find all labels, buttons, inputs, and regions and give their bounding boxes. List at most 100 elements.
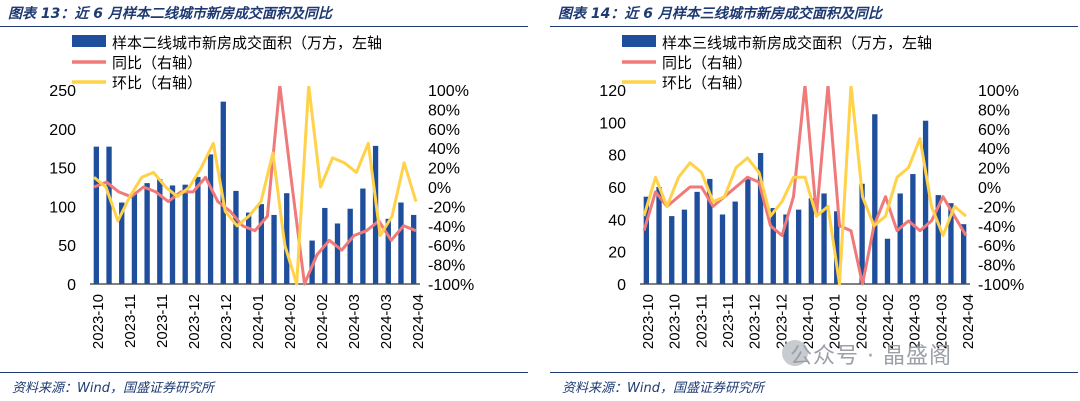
- y-left-tick-label: 0: [67, 277, 76, 294]
- source-note: 资料来源：Wind，国盛证券研究所: [12, 381, 214, 396]
- bar: [681, 209, 688, 284]
- bar: [233, 190, 239, 284]
- mom-line: [93, 86, 418, 286]
- y-right-tick-label: -100%: [428, 277, 474, 294]
- x-tick-label: 2024-03: [378, 294, 395, 349]
- y-right-tick-label: 0%: [428, 180, 451, 197]
- bar: [821, 193, 827, 284]
- y-right-tick-label: 80%: [978, 102, 1010, 119]
- y-left-tick-label: 20: [608, 245, 626, 262]
- y-right-tick-label: 20%: [978, 161, 1010, 178]
- y-right-tick-label: 60%: [978, 122, 1010, 139]
- bar: [897, 193, 903, 284]
- bar: [884, 238, 891, 284]
- y-right-tick-label: -100%: [978, 277, 1024, 294]
- y-left-tick-label: 120: [599, 83, 626, 100]
- x-tick-label: 2024-02: [880, 294, 897, 349]
- x-tick-label: 2024-02: [282, 294, 299, 349]
- chart-panel-left: 图表 13：近 6 月样本二线城市新房成交面积及同比 0 50 100 150 200 2…: [0, 0, 530, 401]
- x-tick-label: 2023-12: [747, 294, 764, 349]
- y-right-tick-label: -40%: [978, 219, 1015, 236]
- y-right-tick-label: 60%: [428, 122, 460, 139]
- legend-label: 同比（右轴）: [662, 54, 752, 72]
- x-tick-label: 2024-04: [410, 294, 427, 349]
- x-tick-label: 2023-12: [773, 294, 790, 349]
- x-tick-label: 2024-01: [800, 294, 817, 349]
- x-tick-label: 2023-12: [218, 294, 235, 349]
- y-right-tick-label: 20%: [428, 161, 460, 178]
- y-right-tick-label: 100%: [428, 83, 469, 100]
- bar: [656, 187, 662, 284]
- x-tick-label: 2024-03: [907, 294, 924, 349]
- watermark: 公众号 · 晶盛阁: [790, 344, 952, 369]
- legend-label: 样本二线城市新房成交面积（万方，左轴: [112, 34, 382, 52]
- bar: [169, 185, 176, 284]
- bar: [935, 195, 941, 284]
- bar: [157, 179, 163, 284]
- x-tick-label: 2023-11: [720, 294, 737, 348]
- bar: [859, 183, 865, 284]
- y-left-tick-label: 250: [49, 83, 76, 100]
- yoy-line: [93, 86, 417, 286]
- y-right-tick-label: -60%: [978, 238, 1015, 255]
- bar: [119, 202, 125, 284]
- bar: [795, 209, 802, 284]
- bar: [131, 193, 138, 284]
- y-right-tick-label: -80%: [978, 258, 1015, 275]
- bar: [707, 178, 713, 284]
- x-tick-label: 2024-02: [853, 294, 870, 349]
- legend-label: 同比（右轴）: [112, 54, 202, 72]
- bar: [948, 203, 954, 284]
- chart-left: 0 50 100 150 200 250 -100% -80% -60% -40% -20% 0% 20…: [49, 34, 474, 349]
- title-rule: [0, 26, 528, 27]
- bar: [144, 183, 150, 284]
- bar: [834, 211, 840, 284]
- bar: [245, 212, 252, 284]
- bar: [385, 218, 391, 284]
- x-tick-label: 2024-01: [250, 294, 267, 349]
- y-left-tick-label: 100: [49, 199, 76, 216]
- y-right-tick-label: -60%: [428, 238, 465, 255]
- bar: [643, 196, 650, 284]
- bar: [770, 208, 776, 284]
- bar: [398, 202, 404, 284]
- bar: [334, 223, 341, 284]
- y-right-tick-label: -80%: [428, 258, 465, 275]
- bar: [808, 198, 815, 284]
- y-right-tick-label: -20%: [978, 199, 1015, 216]
- bar: [669, 216, 675, 284]
- chart-panel-right: 图表 14：近 6 月样本三线城市新房成交面积及同比 0 20 40 60 80 100 1…: [550, 0, 1080, 401]
- x-tick-label: 2024-04: [960, 294, 977, 349]
- y-right-tick-label: 40%: [978, 141, 1010, 158]
- y-right-tick-label: 0%: [978, 180, 1001, 197]
- x-tick-label: 2023-11: [693, 294, 710, 348]
- bar: [309, 240, 315, 284]
- bar: [258, 204, 265, 284]
- source-rule: [550, 372, 1078, 373]
- bar: [719, 214, 726, 284]
- y-right-tick-label: 80%: [428, 102, 460, 119]
- bar: [195, 176, 201, 284]
- bar: [694, 191, 700, 284]
- chart-right: 0 20 40 60 80 100 120 -100% -80% -60% -40% -20% 0% 20…: [599, 34, 1024, 349]
- bar: [783, 214, 789, 284]
- y-left-tick-label: 40: [608, 212, 626, 229]
- legend-label: 样本三线城市新房成交面积（万方，左轴: [662, 34, 932, 52]
- x-tick-label: 2024-03: [346, 294, 363, 349]
- bar: [182, 184, 188, 284]
- x-tick-label: 2023-11: [122, 294, 139, 348]
- source-note: 资料来源：Wind，国盛证券研究所: [562, 381, 764, 396]
- y-right-tick-label: -20%: [428, 199, 465, 216]
- legend-swatch-bar: [72, 35, 106, 47]
- y-left-tick-label: 0: [617, 277, 626, 294]
- mom-line: [642, 86, 967, 286]
- title-rule: [550, 26, 1078, 27]
- bar: [757, 153, 764, 284]
- x-tick-label: 2023-10: [640, 294, 657, 349]
- bar: [284, 193, 290, 284]
- figure-title: 图表 14：近 6 月样本三线城市新房成交面积及同比: [558, 6, 882, 22]
- x-tick-label: 2023-11: [154, 294, 171, 348]
- bar: [372, 145, 379, 284]
- bar: [106, 146, 112, 284]
- y-right-tick-label: 100%: [978, 83, 1019, 100]
